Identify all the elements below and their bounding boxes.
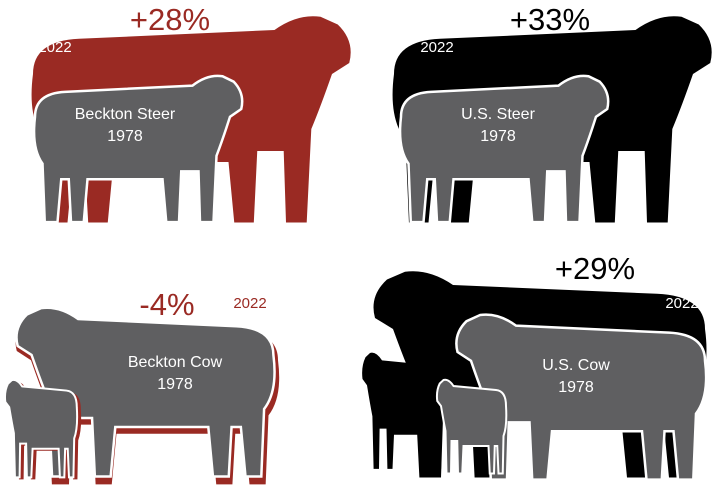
change-label: +29% (555, 251, 635, 286)
year-new: 2022 (665, 295, 698, 312)
animal-name: Beckton Steer (75, 106, 176, 123)
animal-name: U.S. Cow (542, 357, 610, 374)
animal-1978 (400, 76, 608, 222)
panel: -4% 2022 Beckton Cow 1978 (5, 287, 279, 484)
panel: +29% 2022 U.S. Cow 1978 (362, 251, 706, 479)
change-label: +28% (130, 2, 210, 37)
year-old: 1978 (107, 128, 143, 145)
panel: +28% 2022 Beckton Steer 1978 (32, 2, 351, 222)
change-label: -4% (139, 287, 194, 322)
year-old: 1978 (558, 379, 594, 396)
year-new: 2022 (38, 39, 71, 56)
panel: +33% 2022 U.S. Steer 1978 (393, 2, 712, 222)
year-old: 1978 (480, 128, 516, 145)
year-old: 1978 (157, 376, 193, 393)
year-new: 2022 (233, 295, 266, 312)
infographic: +28% 2022 Beckton Steer 1978 +33% 2022 U.S. St… (0, 0, 722, 486)
year-new: 2022 (420, 39, 453, 56)
animal-name: Beckton Cow (128, 354, 223, 371)
animal-name: U.S. Steer (461, 106, 535, 123)
change-label: +33% (510, 2, 590, 37)
